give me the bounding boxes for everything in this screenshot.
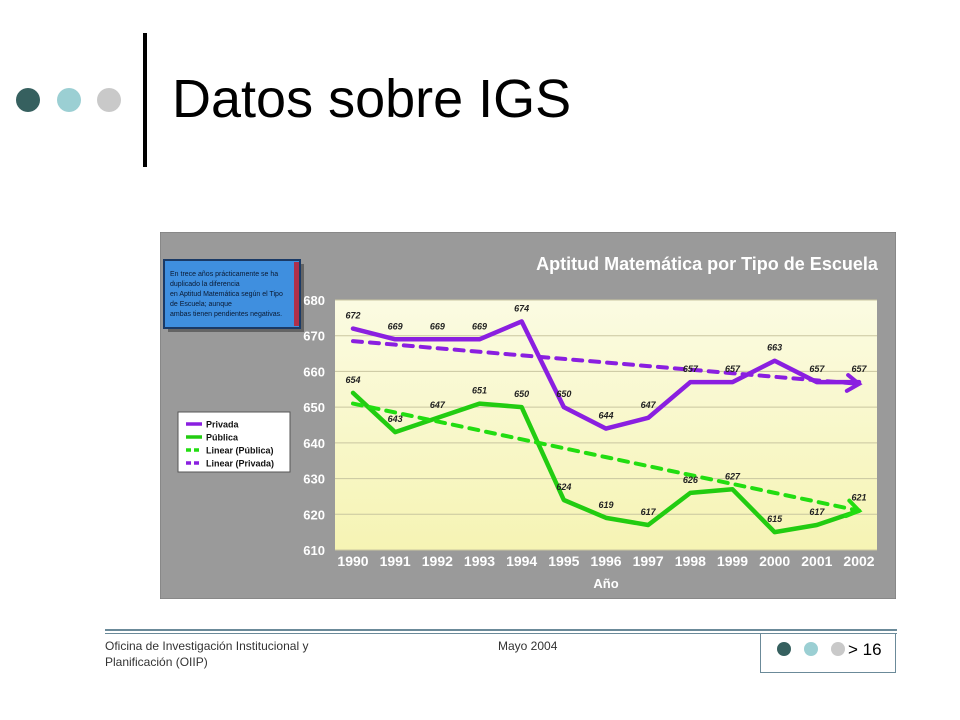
footer-org-line2: Planificación (OIIP)	[105, 655, 208, 669]
data-label: 617	[641, 507, 657, 517]
y-tick-label: 660	[303, 364, 325, 379]
note-box	[163, 259, 301, 329]
y-tick-label: 680	[303, 293, 325, 308]
trend-arrowhead	[844, 373, 863, 393]
chart-title: Aptitud Matemática por Tipo de Escuela	[536, 254, 879, 274]
next-arrow[interactable]: >	[848, 640, 858, 659]
data-label: 619	[598, 500, 613, 510]
data-label: 654	[345, 375, 360, 385]
note-text-line: duplicado la diferencia	[170, 281, 240, 288]
data-label: 674	[514, 303, 529, 313]
y-tick-label: 630	[303, 472, 325, 487]
series-line-linear-privada-	[351, 339, 861, 386]
note-box-edge	[294, 262, 299, 326]
page-number-box	[760, 633, 896, 673]
data-label: 657	[725, 364, 741, 374]
data-label: 627	[725, 471, 741, 481]
data-label: 624	[556, 482, 571, 492]
data-label: 650	[556, 389, 571, 399]
trend-arrowhead	[844, 498, 863, 519]
x-tick-label: 1990	[337, 553, 368, 569]
data-label: 650	[514, 389, 529, 399]
data-label: 657	[851, 364, 867, 374]
series-line-p-blica	[350, 390, 862, 535]
series-line-privada	[350, 319, 862, 431]
decor-dot-grey	[97, 88, 121, 112]
footer-org-line1: Oficina de Investigación Institucional y	[105, 639, 309, 653]
note-text-line: en Aptitud Matemática según el Tipo	[170, 291, 283, 298]
decor-dot-dark	[16, 88, 40, 112]
y-tick-label: 650	[303, 400, 325, 415]
data-label: 651	[472, 386, 487, 396]
legend-label: Linear (Privada)	[206, 459, 274, 469]
x-tick-label: 1992	[422, 553, 453, 569]
legend-label: Pública	[206, 433, 239, 443]
data-label: 669	[430, 321, 445, 331]
data-label: 669	[388, 321, 403, 331]
x-tick-label: 1995	[548, 553, 579, 569]
footer-org: Oficina de Investigación Institucional y…	[105, 638, 308, 670]
data-label: 647	[641, 400, 657, 410]
y-tick-label: 610	[303, 543, 325, 558]
data-label: 615	[767, 514, 783, 524]
x-tick-label: 2001	[801, 553, 832, 569]
data-label: 626	[683, 475, 699, 485]
x-tick-label: 1996	[590, 553, 621, 569]
data-label: 669	[472, 321, 487, 331]
footer-rule	[105, 629, 897, 631]
footer-dot-dark	[777, 642, 791, 656]
x-tick-label: 2002	[843, 553, 874, 569]
plot-area	[335, 300, 877, 550]
footer-dot-light	[804, 642, 818, 656]
note-text-line: ambas tienen pendientes negativas.	[170, 311, 282, 318]
data-label: 657	[683, 364, 699, 374]
x-axis-label: Año	[593, 576, 618, 591]
note-text-line: de Escuela; aunque	[170, 301, 232, 308]
y-tick-label: 670	[303, 329, 325, 344]
chart: 610 620 630 640 650 660 670 680 1990 1991 1992 1993…	[159, 231, 897, 600]
y-tick-label: 640	[303, 436, 325, 451]
page-number-value: 16	[862, 640, 882, 659]
footer-date: Mayo 2004	[498, 639, 558, 653]
chart-svg: 610 620 630 640 650 660 670 680 1990 1991 1992 1993…	[159, 231, 897, 600]
legend-label: Linear (Pública)	[206, 446, 274, 456]
slide-title: Datos sobre IGS	[172, 69, 572, 129]
data-label: 657	[809, 364, 825, 374]
data-label: 621	[851, 493, 866, 503]
legend-label: Privada	[206, 420, 240, 430]
footer-dot-grey	[831, 642, 845, 656]
decor-dot-light	[57, 88, 81, 112]
footer-rule-thin	[105, 633, 897, 634]
page-number[interactable]: > 16	[848, 640, 882, 660]
x-tick-label: 1999	[717, 553, 748, 569]
series-line-linear-p-blica-	[351, 401, 861, 513]
x-tick-label: 1993	[464, 553, 495, 569]
x-tick-label: 2000	[759, 553, 790, 569]
data-label: 644	[598, 411, 613, 421]
y-tick-label: 620	[303, 507, 325, 522]
data-label: 643	[388, 414, 403, 424]
title-divider	[143, 33, 147, 167]
data-label: 663	[767, 343, 782, 353]
x-tick-label: 1998	[675, 553, 706, 569]
x-tick-label: 1994	[506, 553, 537, 569]
note-text-line: En trece años prácticamente se ha	[170, 271, 278, 278]
data-label: 672	[345, 311, 360, 321]
x-tick-label: 1997	[633, 553, 664, 569]
x-tick-label: 1991	[380, 553, 411, 569]
data-label: 647	[430, 400, 446, 410]
data-label: 617	[809, 507, 825, 517]
